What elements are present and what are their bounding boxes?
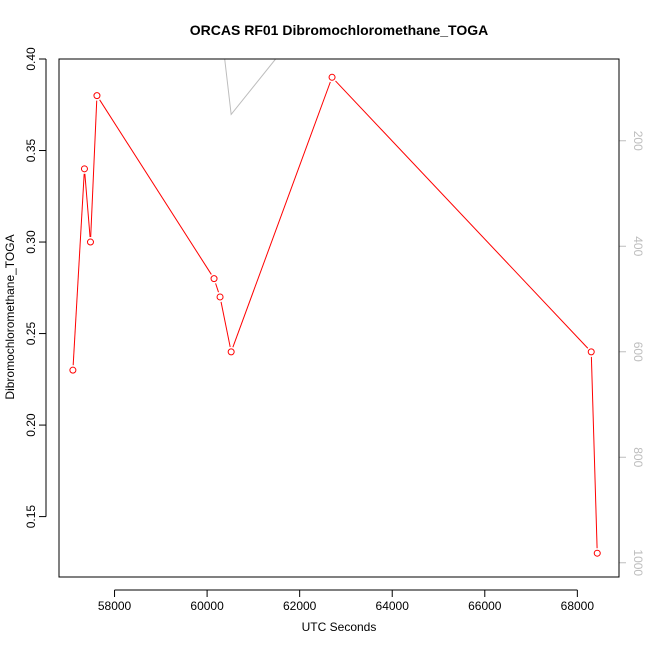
data-point	[86, 238, 94, 246]
y-axis-label: Dibromochloromethane_TOGA	[3, 234, 17, 399]
secondary-tick-label: 600	[631, 342, 645, 362]
data-point	[593, 549, 601, 557]
series-segment	[220, 301, 231, 348]
series-segment	[590, 356, 598, 549]
data-point	[227, 348, 235, 356]
data-point	[587, 348, 595, 356]
secondary-tick-label: 200	[631, 131, 645, 151]
x-tick-label: 66000	[468, 599, 502, 613]
x-tick-label: 58000	[98, 599, 132, 613]
data-point	[69, 366, 77, 374]
x-tick-label: 68000	[561, 599, 595, 613]
y-tick-label: 0.40	[24, 47, 38, 71]
y-tick-label: 0.30	[24, 230, 38, 254]
x-axis-label: UTC Seconds	[302, 620, 377, 634]
data-point	[328, 73, 336, 81]
secondary-series-layer	[224, 59, 276, 116]
data-point	[93, 92, 101, 100]
y-tick-label: 0.20	[24, 413, 38, 437]
data-point	[80, 165, 88, 173]
series-segment	[72, 173, 85, 366]
series-segment	[335, 80, 589, 349]
secondary-tick-label: 1000	[631, 549, 645, 576]
x-tick-label: 60000	[190, 599, 224, 613]
x-tick-label: 64000	[376, 599, 410, 613]
series-segment	[90, 100, 98, 238]
main-series-layer	[69, 73, 601, 557]
x-tick-label: 62000	[283, 599, 317, 613]
series-segment	[99, 99, 212, 275]
series-segment	[84, 173, 91, 238]
chart-title: ORCAS RF01 Dibromochloromethane_TOGA	[190, 22, 488, 38]
series-segment	[232, 81, 331, 348]
series-segment	[215, 283, 219, 293]
secondary-tick-label: 400	[631, 236, 645, 256]
plot-frame	[58, 58, 620, 578]
data-point	[210, 275, 218, 283]
y-tick-label: 0.15	[24, 505, 38, 529]
data-point	[216, 293, 224, 301]
secondary-tick-label: 800	[631, 447, 645, 467]
secondary-series-line	[224, 59, 276, 116]
y-tick-label: 0.35	[24, 139, 38, 163]
y-tick-label: 0.25	[24, 322, 38, 346]
